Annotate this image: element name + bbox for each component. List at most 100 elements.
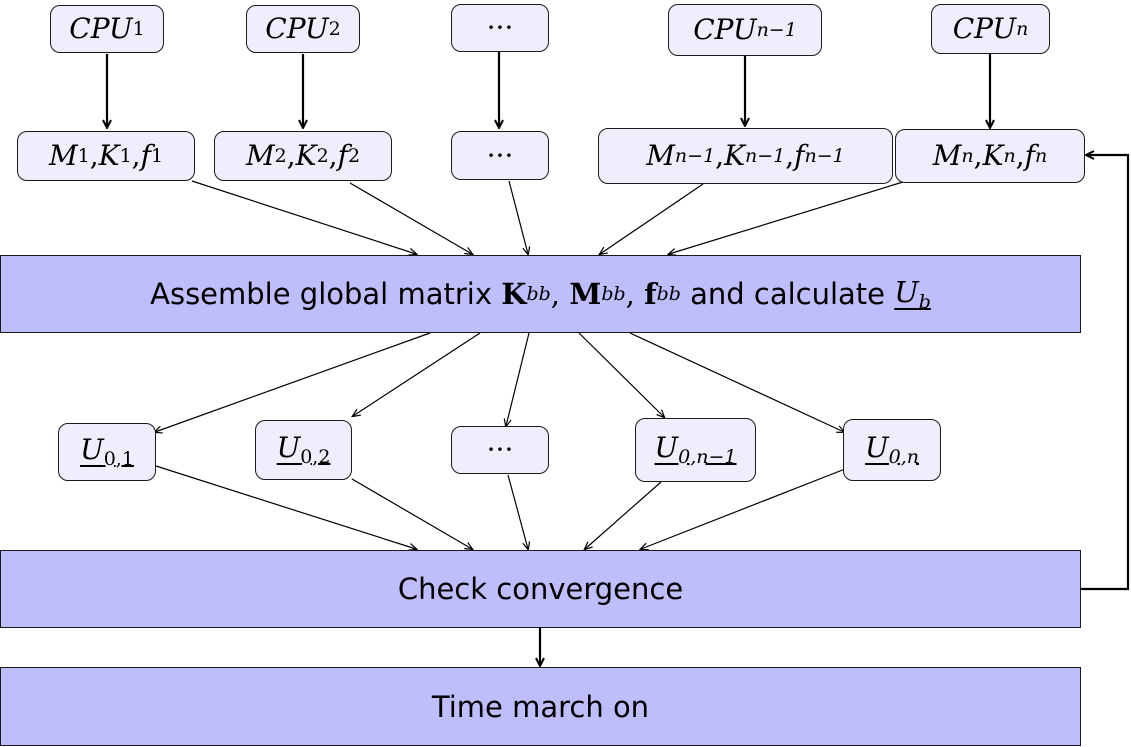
matrix-2-sep-a: , xyxy=(286,139,296,172)
u-n-minus-1-symbol: U0,n−1 xyxy=(655,433,737,468)
matrix1-to-assemble-arrow xyxy=(191,180,416,254)
u-n-minus-1-subscript: 0,n−1 xyxy=(678,445,737,468)
u-1-letter: U xyxy=(80,432,104,466)
matrix-n-minus-1-k: K xyxy=(724,139,745,172)
cpu-n-minus-1-subscript: n−1 xyxy=(756,18,797,41)
check-convergence-step: Check convergence xyxy=(0,550,1081,628)
u-node-n-minus-1: U0,n−1 xyxy=(635,418,756,482)
u-node-dots: ··· xyxy=(451,426,549,474)
matrix-2-sep-b: , xyxy=(328,139,338,172)
matrix-1-f-sub: 1 xyxy=(150,144,164,167)
matrix-1-k: K xyxy=(98,139,120,172)
cpu-node-n-minus-1: CPU n−1 xyxy=(668,4,822,56)
u-node-1: U0,1 xyxy=(58,423,156,481)
assemble-U-letter: U xyxy=(894,275,919,309)
matrix-n-minus-1-sep-b: , xyxy=(785,139,795,172)
matrix-2-m: M xyxy=(245,139,275,172)
assemble-M-symbol: M xyxy=(569,277,602,311)
matrixn1-to-assemble-arrow xyxy=(600,183,704,254)
u-1-symbol: U0,1 xyxy=(80,432,134,470)
assemble-prefix-text: Assemble global matrix xyxy=(150,277,502,311)
cpu-n-subscript: n xyxy=(1016,17,1029,40)
cpu-node-n: CPU n xyxy=(931,4,1050,54)
assemble-Ub-symbol: Ub xyxy=(894,275,931,313)
assemble-f-symbol: f xyxy=(644,277,657,311)
assemble-middle-text: and calculate xyxy=(680,277,895,311)
matrix-n-m: M xyxy=(932,139,962,172)
assemble-comma-1: , xyxy=(550,277,570,311)
matrix-n-k-sub: n xyxy=(1003,144,1016,167)
u2-to-convergence-arrow xyxy=(351,478,472,549)
matrix-n-k: K xyxy=(982,139,1004,172)
matrix-n-minus-1-m: M xyxy=(646,139,675,172)
matrix-1-f: f xyxy=(140,139,151,172)
assemble-comma-2: , xyxy=(625,277,645,311)
assemble-to-un1-arrow xyxy=(578,332,664,417)
matrix-dots-label: ··· xyxy=(486,138,514,172)
u-n-symbol: U0,n xyxy=(865,430,919,468)
matrix-1-sep-b: , xyxy=(131,139,141,172)
u-1-subscript: 0,1 xyxy=(103,447,134,470)
matrixdots-to-assemble-arrow xyxy=(508,180,528,254)
matrix-n-minus-1-f-sub: n−1 xyxy=(804,144,845,167)
matrix-2-f-sub: 2 xyxy=(347,144,361,167)
matrix-node-dots: ··· xyxy=(451,131,549,180)
matrix-n-minus-1-f: f xyxy=(794,139,805,172)
assemble-K-symbol: K xyxy=(501,277,527,311)
cpu-node-dots: ··· xyxy=(451,4,549,52)
assemble-M-sub: bb xyxy=(601,283,626,305)
cpu-1-label: CPU xyxy=(69,12,133,45)
u1-to-convergence-arrow xyxy=(155,465,416,549)
un-to-convergence-arrow xyxy=(641,468,846,549)
u-n-letter: U xyxy=(865,430,889,464)
matrix-n-f-sub: n xyxy=(1035,144,1048,167)
cpu-1-subscript: 1 xyxy=(132,17,145,40)
un1-to-convergence-arrow xyxy=(585,481,662,549)
matrix-1-sep-a: , xyxy=(89,139,99,172)
matrix-n-m-sub: n xyxy=(961,144,974,167)
cpu-node-2: CPU 2 xyxy=(246,5,360,53)
assemble-to-u1-arrow xyxy=(155,332,431,432)
cpu-2-subscript: 2 xyxy=(328,17,341,40)
u-node-n: U0,n xyxy=(843,419,941,481)
matrix-n-minus-1-k-sub: n−1 xyxy=(744,144,786,167)
assemble-to-udots-arrow xyxy=(506,332,530,426)
u-2-letter: U xyxy=(276,430,301,464)
matrix-2-k: K xyxy=(295,139,317,172)
matrix-2-f: f xyxy=(337,139,348,172)
assemble-U-sub: b xyxy=(918,291,931,313)
cpu-n-label: CPU xyxy=(952,12,1017,45)
assemble-f-sub: bb xyxy=(656,283,681,305)
matrix-2-k-sub: 2 xyxy=(316,144,329,167)
feedback-loop-arrow xyxy=(1080,155,1130,591)
assemble-K-sub: bb xyxy=(526,283,551,305)
matrix-n-f: f xyxy=(1024,139,1036,172)
matrix-1-k-sub: 1 xyxy=(119,144,132,167)
matrix-n-sep-b: , xyxy=(1015,139,1025,172)
assemble-to-u2-arrow xyxy=(353,332,481,416)
u-2-subscript: 0,2 xyxy=(300,445,331,468)
udots-to-convergence-arrow xyxy=(507,474,528,549)
matrix-1-m: M xyxy=(48,139,78,172)
matrix-1-m-sub: 1 xyxy=(77,144,90,167)
u-dots-label: ··· xyxy=(486,433,514,466)
assemble-to-un-arrow xyxy=(629,332,844,432)
matrix-n-sep-a: , xyxy=(973,139,983,172)
u-n-subscript: 0,n xyxy=(888,445,919,468)
matrix-2-m-sub: 2 xyxy=(274,144,287,167)
check-convergence-label: Check convergence xyxy=(397,572,684,606)
u-2-symbol: U0,2 xyxy=(276,430,331,468)
matrix2-to-assemble-arrow xyxy=(349,182,472,254)
matrixn-to-assemble-arrow xyxy=(669,181,904,254)
time-march-step: Time march on xyxy=(0,667,1081,746)
u-node-2: U0,2 xyxy=(255,420,352,480)
cpu-node-1: CPU 1 xyxy=(50,5,164,53)
cpu-dots-label: ··· xyxy=(486,11,514,44)
cpu-n-minus-1-label: CPU xyxy=(693,13,757,46)
cpu-2-label: CPU xyxy=(265,12,329,45)
